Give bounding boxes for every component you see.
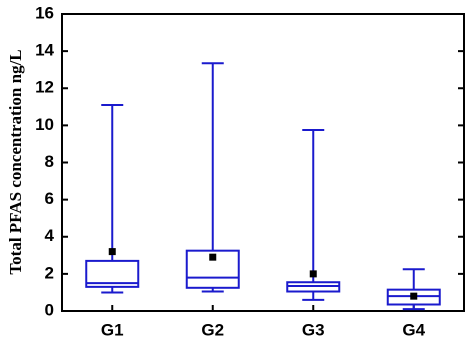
y-tick-label: 8 [45, 152, 54, 171]
mean [209, 253, 217, 261]
y-tick-label: 12 [35, 78, 54, 97]
x-tick-label: G2 [201, 320, 224, 339]
y-tick-label: 4 [45, 226, 55, 245]
x-tick-label: G1 [101, 320, 124, 339]
y-tick-label: 16 [35, 3, 54, 22]
plot-frame [61, 13, 465, 312]
mean [108, 248, 116, 256]
box [85, 259, 140, 288]
y-tick-label: 6 [45, 189, 54, 208]
y-axis-label: Total PFAS concentration ng/L [6, 49, 25, 274]
x-tick-label: G4 [402, 320, 425, 339]
mean [309, 270, 317, 278]
x-tick-label: G3 [302, 320, 325, 339]
mean [410, 292, 418, 300]
y-tick-label: 14 [35, 41, 54, 60]
y-tick-label: 10 [35, 115, 54, 134]
y-tick-label: 0 [45, 300, 54, 319]
box [185, 249, 240, 289]
y-tick-label: 2 [45, 263, 54, 282]
